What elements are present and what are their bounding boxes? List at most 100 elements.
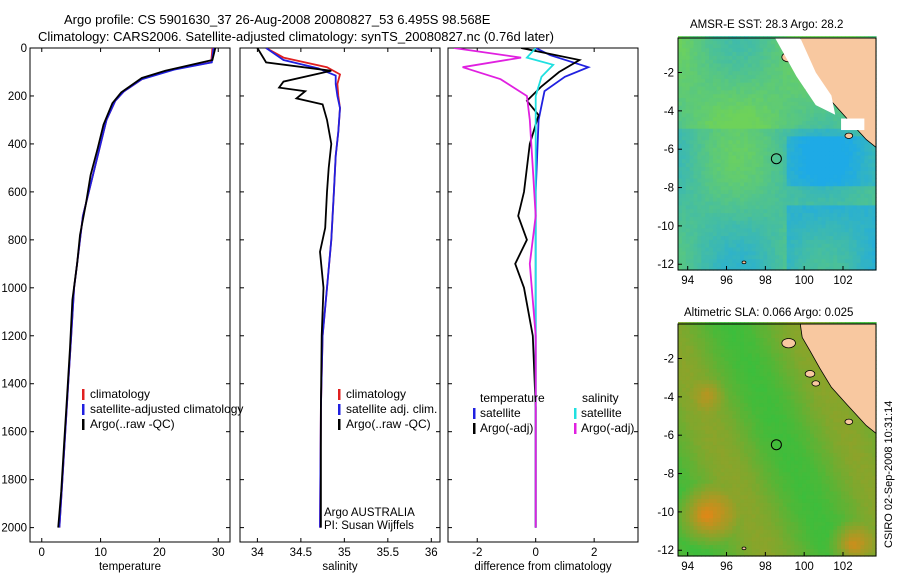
sla_map-cell: [740, 356, 745, 362]
sst_map-cell: [720, 212, 726, 217]
sst_map-cell: [864, 147, 869, 152]
sla_map-cell: [701, 425, 706, 431]
sla_map-cell: [716, 379, 722, 385]
sst_map-cell: [697, 131, 702, 137]
sst_map-cell: [821, 177, 827, 183]
sst_map-cell: [786, 105, 792, 110]
sla_map-cell: [763, 341, 768, 346]
sst_map-cell: [701, 112, 706, 118]
sla_map-cell: [775, 532, 780, 538]
sst_map-cell: [778, 108, 784, 114]
sst_map-cell: [763, 154, 768, 160]
sst_map-cell: [689, 185, 695, 191]
sst_map-cell: [720, 166, 726, 171]
sla_map-cell: [697, 483, 702, 488]
sst_map-cell: [775, 246, 780, 252]
sla_map-cell: [736, 552, 741, 557]
sst_map-cell: [689, 208, 695, 214]
sst_map-cell: [778, 177, 784, 183]
sla_map-cell: [724, 540, 730, 546]
sst_map-cell: [747, 258, 753, 263]
sst_map-cell: [689, 216, 695, 221]
sla_map-cell: [716, 452, 722, 457]
sla_map-cell: [736, 364, 741, 369]
sst_map-cell: [736, 158, 741, 164]
sst_map-cell: [732, 101, 737, 106]
sst_map-cell: [782, 85, 788, 91]
sla_map-cell: [693, 433, 699, 438]
sst_map-cell: [778, 227, 784, 233]
sst_map-cell: [747, 243, 753, 248]
sst_map-cell: [701, 74, 706, 79]
sla_map-cell: [767, 410, 772, 415]
sst_map-cell: [705, 97, 710, 102]
sla_map-cell: [705, 452, 710, 457]
sst_map-cell: [786, 197, 792, 202]
sst_map-cell: [829, 139, 834, 145]
sla_map-cell: [732, 540, 737, 546]
sst_map-cell: [728, 235, 733, 240]
sst_map-cell: [798, 128, 803, 133]
sla_map-cell: [689, 444, 695, 450]
sst_map-cell: [759, 124, 765, 129]
sla_map-cell: [732, 490, 737, 496]
sla_map-cell: [740, 371, 745, 377]
sst_map-cell: [841, 135, 846, 141]
sla_map-cell: [771, 410, 776, 415]
sla_map-cell: [767, 371, 772, 377]
sla_map-cell: [693, 329, 699, 335]
sst_map-cell: [716, 250, 722, 256]
sla_map-cell: [747, 479, 753, 484]
sla_map-cell: [744, 452, 749, 457]
sla_map-cell: [744, 364, 749, 369]
sla_map-cell: [771, 456, 776, 461]
sst_map-cell: [720, 131, 726, 137]
sst_map-cell: [720, 266, 726, 271]
sla_map-cell: [701, 352, 706, 358]
sst_map-cell: [697, 97, 702, 102]
sst_map-cell: [806, 147, 811, 152]
sst_map-cell: [844, 193, 850, 198]
sla_map-cell: [720, 341, 726, 346]
sla_map-cell: [732, 552, 737, 557]
sst_map-cell: [860, 239, 865, 244]
sst_map-cell: [860, 204, 865, 210]
sla_map-cell: [744, 513, 749, 519]
sst_map-cell: [802, 151, 807, 156]
sla_map-cell: [720, 548, 726, 553]
difference-series-line: [534, 48, 591, 528]
sst_map-cell: [681, 262, 687, 267]
sst_map-cell: [759, 197, 765, 202]
sst_map-cell: [720, 170, 726, 175]
sst_map-cell: [693, 250, 699, 256]
sst_map-cell: [813, 143, 819, 148]
sst_map-cell: [705, 47, 710, 53]
sst_map-cell: [821, 154, 827, 160]
sla_map-cell: [701, 337, 706, 342]
sst_map-cell: [736, 204, 741, 210]
sst_map-cell: [763, 47, 768, 53]
sla_map-cell: [693, 460, 699, 465]
sst_map-cell: [794, 250, 799, 256]
sla_map-cell: [685, 494, 691, 500]
sst_map-cell: [689, 39, 695, 45]
sst_map-cell: [712, 151, 718, 156]
sla_map-cell: [681, 548, 687, 553]
sst_map-cell: [782, 143, 788, 148]
sst_map-cell: [786, 108, 792, 114]
sla_map-cell: [681, 452, 687, 457]
sst_map-cell: [794, 231, 799, 237]
sla_map-cell: [782, 448, 788, 454]
sla_map-cell: [736, 329, 741, 335]
sst_map-cell: [817, 108, 823, 114]
sst_map-cell: [806, 154, 811, 160]
sst_map-cell: [759, 239, 765, 244]
sst_map-cell: [759, 254, 765, 260]
sst_map-cell: [817, 139, 823, 145]
sst_map-cell: [833, 223, 838, 229]
sla_map-cell: [732, 513, 737, 519]
sla_map-cell: [767, 345, 772, 350]
sla_map-cell: [678, 536, 683, 542]
sst_map-cell: [821, 216, 827, 221]
sla_map-cell: [716, 364, 722, 369]
